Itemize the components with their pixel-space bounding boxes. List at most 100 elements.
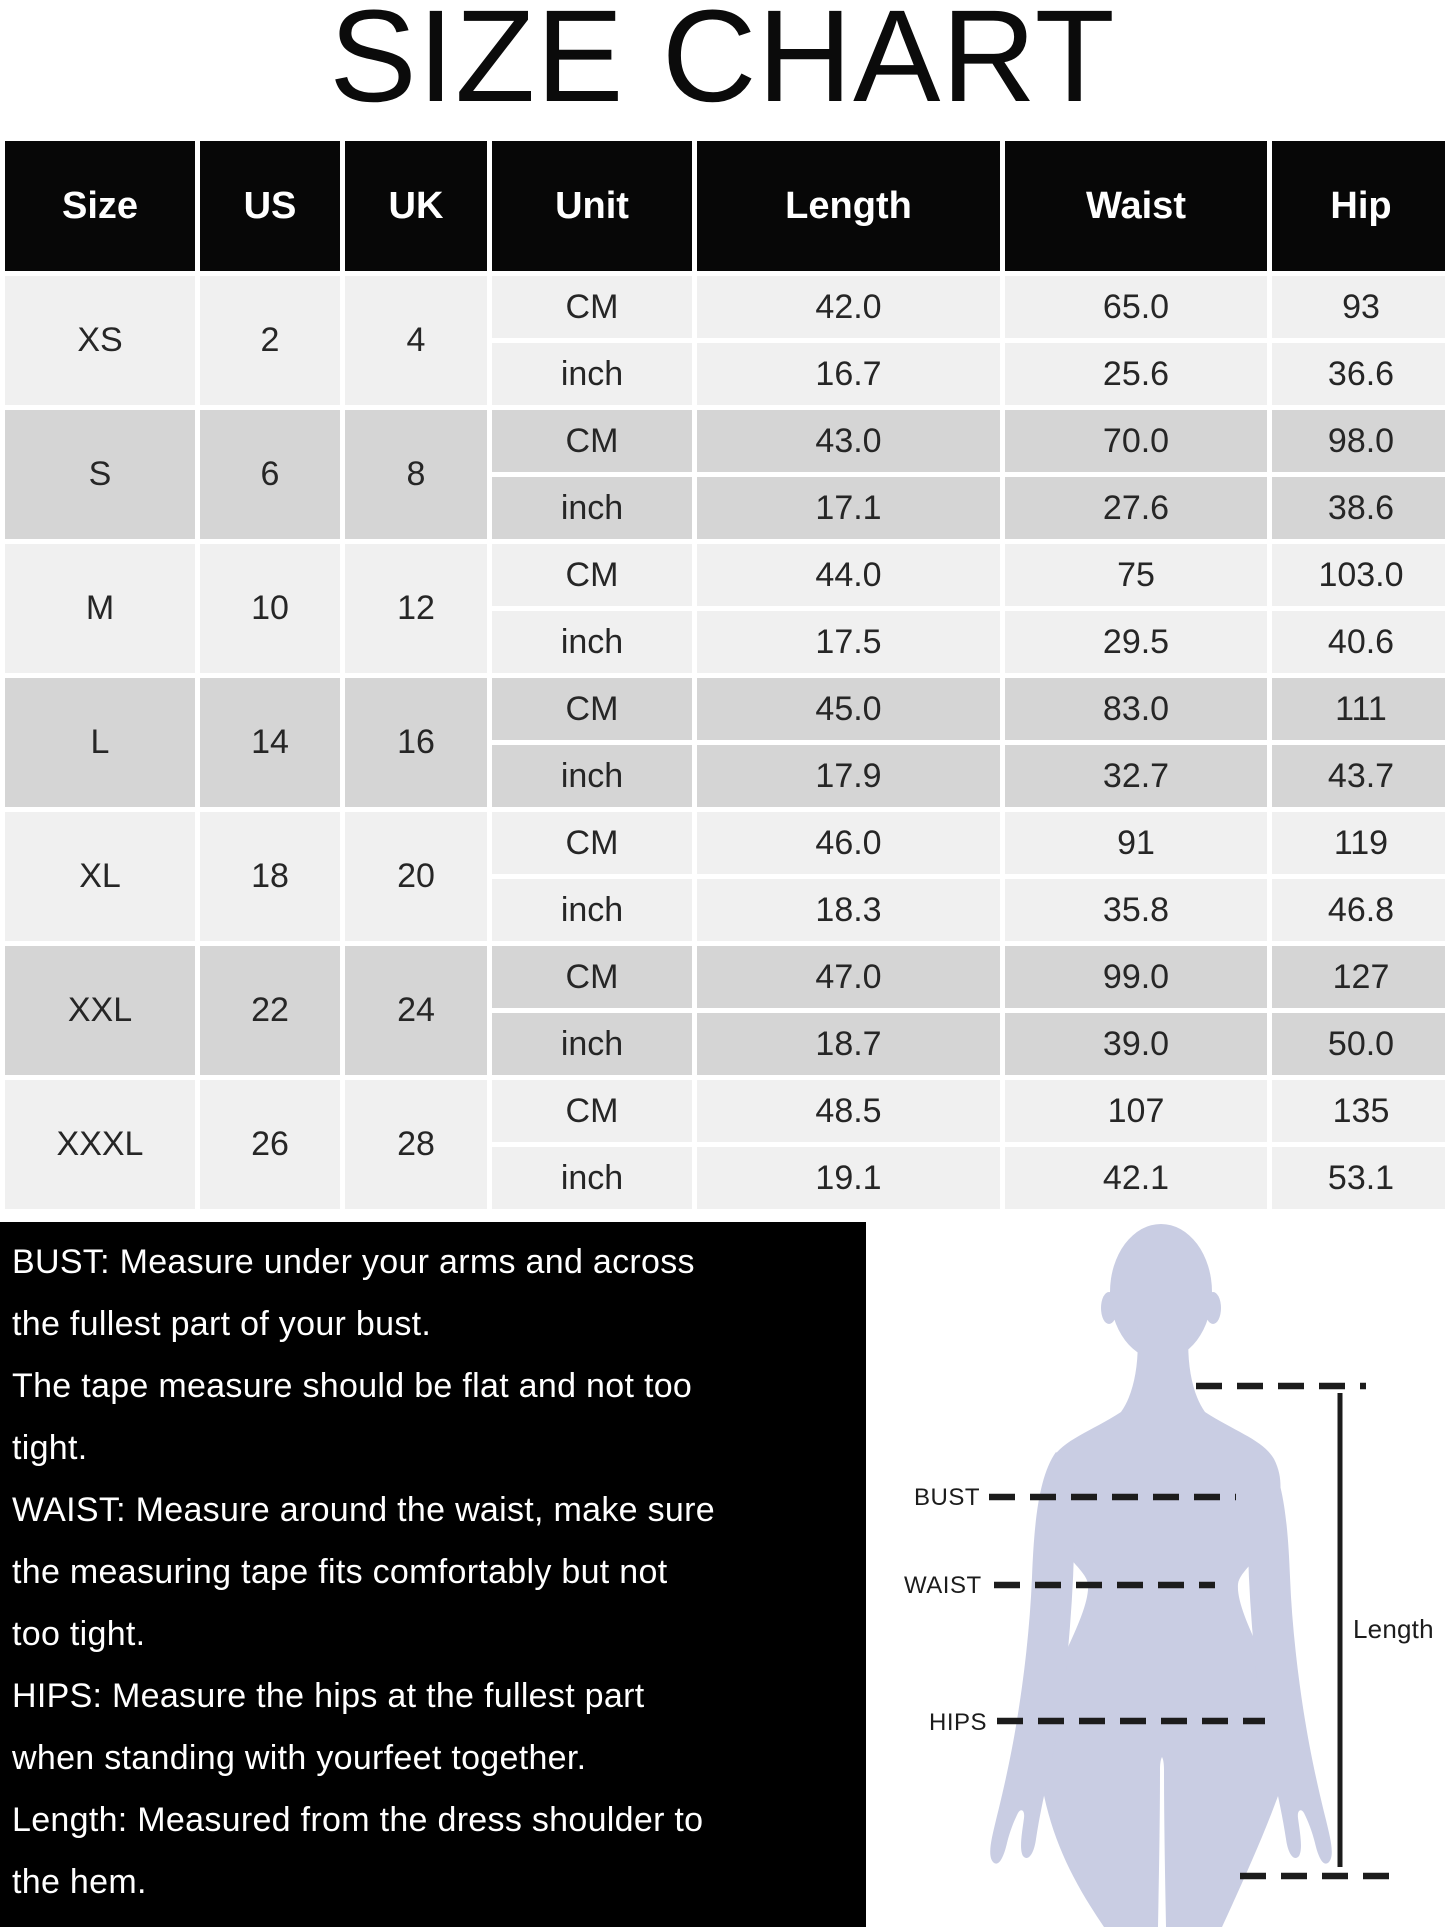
- unit-cell: CM: [492, 544, 692, 606]
- us-cell: 22: [200, 946, 340, 1075]
- unit-cell: inch: [492, 343, 692, 405]
- uk-cell: 16: [345, 678, 487, 807]
- page-title: SIZE CHART: [329, 0, 1116, 129]
- length-cell: 17.1: [697, 477, 1000, 539]
- instruction-line: when standing with yourfeet together.: [12, 1739, 587, 1777]
- waist-cell: 65.0: [1005, 276, 1267, 338]
- table-row: inch 19.1 42.1 53.1: [5, 1147, 1445, 1209]
- instruction-line: the measuring tape fits comfortably but …: [12, 1553, 668, 1591]
- size-table-body: XS 2 4 CM 42.0 65.0 93 inch 16.7 25.6 36.6 S 6 8 CM 43.…: [5, 276, 1445, 1209]
- instruction-line: BUST: Measure under your arms and across: [12, 1243, 695, 1281]
- us-cell: 6: [200, 410, 340, 539]
- length-cell: 17.5: [697, 611, 1000, 673]
- measuring-instructions: BUST: Measure under your arms and across…: [0, 1222, 866, 1927]
- uk-cell: 24: [345, 946, 487, 1075]
- instruction-line: HIPS: Measure the hips at the fullest pa…: [12, 1677, 645, 1715]
- table-row: XXL 22 24 CM 47.0 99.0 127: [5, 946, 1445, 1075]
- waist-cell: 42.1: [1005, 1147, 1267, 1209]
- unit-cell: CM: [492, 812, 692, 874]
- us-cell: 2: [200, 276, 340, 405]
- column-header-size: Size: [5, 141, 195, 271]
- waist-cell: 29.5: [1005, 611, 1267, 673]
- unit-cell: CM: [492, 276, 692, 338]
- table-row: XS 2 4 CM 42.0 65.0 93: [5, 276, 1445, 405]
- hip-cell: 111: [1272, 678, 1445, 740]
- uk-cell: 28: [345, 1080, 487, 1209]
- hip-cell: 40.6: [1272, 611, 1445, 673]
- us-cell: 10: [200, 544, 340, 673]
- unit-cell: inch: [492, 611, 692, 673]
- uk-cell: 4: [345, 276, 487, 405]
- hip-cell: 53.1: [1272, 1147, 1445, 1209]
- unit-cell: CM: [492, 410, 692, 472]
- waist-cell: 70.0: [1005, 410, 1267, 472]
- unit-cell: inch: [492, 477, 692, 539]
- length-cell: 18.7: [697, 1013, 1000, 1075]
- unit-cell: inch: [492, 1147, 692, 1209]
- waist-label: WAIST: [904, 1572, 982, 1599]
- hip-cell: 103.0: [1272, 544, 1445, 606]
- length-cell: 43.0: [697, 410, 1000, 472]
- table-row: inch 17.9 32.7 43.7: [5, 745, 1445, 807]
- table-row: XXXL 26 28 CM 48.5 107 135: [5, 1080, 1445, 1209]
- length-label: Length: [1353, 1614, 1434, 1644]
- hip-cell: 46.8: [1272, 879, 1445, 941]
- column-header-hip: Hip: [1272, 141, 1445, 271]
- length-cell: 45.0: [697, 678, 1000, 740]
- female-silhouette: [990, 1224, 1332, 1927]
- column-header-length: Length: [697, 141, 1000, 271]
- size-cell: S: [5, 410, 195, 539]
- size-cell: XL: [5, 812, 195, 941]
- measurement-lines: [989, 1382, 1400, 1880]
- length-cell: 46.0: [697, 812, 1000, 874]
- hip-cell: 50.0: [1272, 1013, 1445, 1075]
- length-cell: 18.3: [697, 879, 1000, 941]
- size-table: Size US UK Unit Length Waist Hip XS 2 4 CM 4…: [0, 136, 1445, 1214]
- length-cell: 42.0: [697, 276, 1000, 338]
- instruction-line: the hem.: [12, 1863, 147, 1901]
- uk-cell: 12: [345, 544, 487, 673]
- length-cell: 44.0: [697, 544, 1000, 606]
- table-row: inch 17.1 27.6 38.6: [5, 477, 1445, 539]
- table-row: XL 18 20 CM 46.0 91 119: [5, 812, 1445, 941]
- bottom-section: BUST: Measure under your arms and across…: [0, 1222, 1445, 1927]
- size-cell: XS: [5, 276, 195, 405]
- table-row: inch 16.7 25.6 36.6: [5, 343, 1445, 405]
- table-header-row: Size US UK Unit Length Waist Hip: [5, 141, 1445, 271]
- instruction-line: The tape measure should be flat and not …: [12, 1367, 693, 1405]
- length-cell: 17.9: [697, 745, 1000, 807]
- size-table-container: Size US UK Unit Length Waist Hip XS 2 4 CM 4…: [0, 136, 1445, 1222]
- table-row: inch 18.3 35.8 46.8: [5, 879, 1445, 941]
- us-cell: 26: [200, 1080, 340, 1209]
- instruction-line: WAIST: Measure around the waist, make su…: [12, 1491, 715, 1529]
- hip-cell: 36.6: [1272, 343, 1445, 405]
- hip-cell: 98.0: [1272, 410, 1445, 472]
- hip-cell: 38.6: [1272, 477, 1445, 539]
- length-cell: 19.1: [697, 1147, 1000, 1209]
- waist-cell: 32.7: [1005, 745, 1267, 807]
- hip-cell: 135: [1272, 1080, 1445, 1142]
- column-header-unit: Unit: [492, 141, 692, 271]
- instruction-line: too tight.: [12, 1615, 146, 1653]
- hip-cell: 119: [1272, 812, 1445, 874]
- size-cell: L: [5, 678, 195, 807]
- table-row: M 10 12 CM 44.0 75 103.0: [5, 544, 1445, 673]
- unit-cell: inch: [492, 745, 692, 807]
- table-row: inch 18.7 39.0 50.0: [5, 1013, 1445, 1075]
- bust-label: BUST: [914, 1484, 981, 1511]
- hip-cell: 127: [1272, 946, 1445, 1008]
- us-cell: 18: [200, 812, 340, 941]
- hips-label: HIPS: [929, 1709, 988, 1736]
- waist-cell: 75: [1005, 544, 1267, 606]
- unit-cell: inch: [492, 879, 692, 941]
- body-silhouette-diagram: [989, 1224, 1400, 1927]
- table-row: S 6 8 CM 43.0 70.0 98.0: [5, 410, 1445, 539]
- column-header-us: US: [200, 141, 340, 271]
- size-cell: M: [5, 544, 195, 673]
- unit-cell: inch: [492, 1013, 692, 1075]
- table-row: L 14 16 CM 45.0 83.0 111: [5, 678, 1445, 807]
- waist-cell: 25.6: [1005, 343, 1267, 405]
- unit-cell: CM: [492, 1080, 692, 1142]
- column-header-uk: UK: [345, 141, 487, 271]
